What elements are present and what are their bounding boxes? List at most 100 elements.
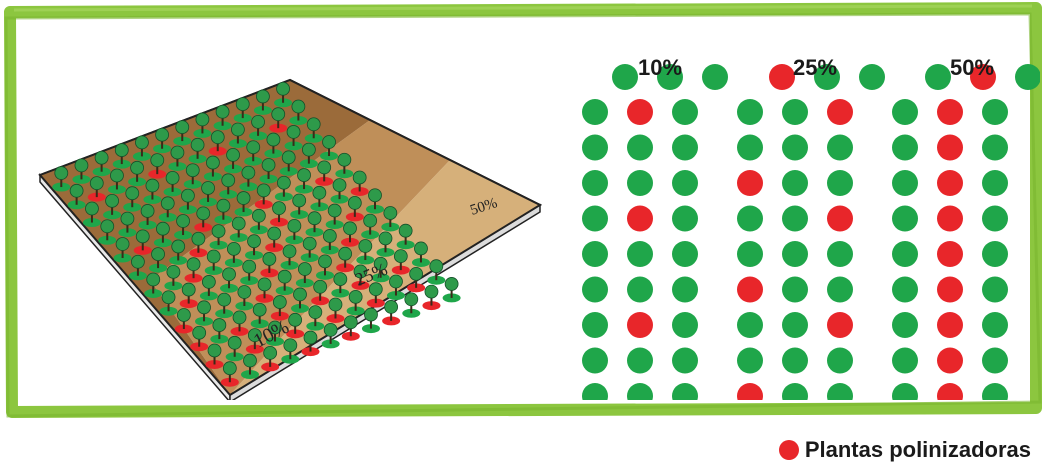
plant-dot <box>782 205 808 232</box>
tree <box>281 338 300 364</box>
plant-dot <box>892 99 918 125</box>
tree <box>442 277 461 303</box>
plant-dot <box>982 205 1008 232</box>
pollinator-tree <box>220 361 239 387</box>
tree <box>320 229 339 255</box>
plant-dot <box>892 134 918 161</box>
plant-dot <box>982 134 1008 161</box>
pollinator-tree <box>345 195 364 222</box>
pollinator-tree <box>351 264 370 290</box>
tree <box>183 163 202 189</box>
pollinator-tree <box>174 308 193 334</box>
pollinator-tree <box>350 170 369 196</box>
tree <box>304 117 323 143</box>
plant-dot <box>827 170 853 196</box>
legend: Plantas polinizadoras <box>778 437 1031 463</box>
tree <box>220 267 239 293</box>
tree <box>215 292 234 319</box>
pollinator-dot <box>937 205 963 232</box>
plant-dot <box>672 347 698 374</box>
tree <box>274 175 293 202</box>
pollinator-tree <box>265 226 284 253</box>
tree <box>366 188 384 214</box>
tree <box>266 320 284 346</box>
plant-dot <box>582 170 608 196</box>
pollinator-dot <box>937 383 963 409</box>
tree <box>153 127 172 154</box>
tree <box>188 137 207 164</box>
plant-dot <box>827 241 853 267</box>
tree <box>244 140 263 166</box>
pollinator-tree <box>311 279 330 306</box>
tree <box>427 259 446 285</box>
tree <box>316 254 334 280</box>
pollinator-tree <box>245 328 264 354</box>
plant-dot <box>859 64 885 90</box>
tree <box>264 132 283 159</box>
pollinator-dot <box>970 64 996 90</box>
pollinator-tree <box>391 249 410 275</box>
plant-dot <box>982 276 1008 303</box>
pollinator-dot <box>627 312 653 338</box>
pollinator-dot <box>737 276 763 303</box>
plant-dot <box>582 347 608 374</box>
tree <box>169 239 188 265</box>
pollinator-dot <box>737 170 763 196</box>
plant-dot <box>892 383 918 409</box>
plant-dot <box>672 383 698 409</box>
tree <box>52 166 71 192</box>
tree <box>107 168 126 194</box>
tree <box>193 112 212 138</box>
pollinator-dot <box>937 276 963 303</box>
pollinator-tree <box>315 160 334 186</box>
plant-dot <box>814 64 840 90</box>
tree <box>290 193 309 219</box>
tree <box>396 223 415 250</box>
plant-dot <box>782 241 808 267</box>
plant-dot <box>827 347 853 374</box>
tree <box>229 216 248 242</box>
tree <box>132 135 151 161</box>
tree <box>381 206 400 232</box>
tree <box>123 186 142 212</box>
tree <box>245 234 264 260</box>
tree <box>199 181 218 207</box>
tree <box>295 262 314 288</box>
plant-dot <box>627 134 653 161</box>
tree <box>143 178 162 205</box>
tree <box>82 201 101 228</box>
pollinator-tree <box>255 277 274 303</box>
pollinator-tree <box>341 221 359 247</box>
plant-dot <box>982 241 1008 267</box>
tree <box>219 173 238 199</box>
plant-dot <box>982 170 1008 196</box>
plant-dot <box>702 64 728 90</box>
tree <box>253 89 272 115</box>
pollinator-tree <box>194 206 213 232</box>
tree <box>203 155 222 182</box>
pollinator-tree <box>422 284 441 311</box>
pollinator-tree <box>254 183 273 209</box>
pollinator-tree <box>148 153 167 179</box>
plant-dot <box>582 99 608 125</box>
tree <box>159 290 178 316</box>
tree <box>239 165 258 192</box>
pollinator-tree <box>230 310 249 336</box>
tree <box>174 214 193 240</box>
pollinator-tree <box>269 107 288 133</box>
plant-dot <box>892 312 918 338</box>
pollinator-tree <box>179 282 198 309</box>
tree <box>289 99 308 126</box>
tree <box>199 275 218 301</box>
plant-dot <box>892 205 918 232</box>
tree <box>67 183 86 210</box>
pollinator-tree <box>184 257 203 283</box>
tree <box>178 188 197 215</box>
plant-dot <box>982 347 1008 374</box>
pollinator-dot <box>937 99 963 125</box>
tree <box>250 302 269 329</box>
tree <box>346 289 365 316</box>
tree <box>402 292 421 318</box>
plant-dot <box>892 276 918 303</box>
plant-dot <box>892 170 918 196</box>
